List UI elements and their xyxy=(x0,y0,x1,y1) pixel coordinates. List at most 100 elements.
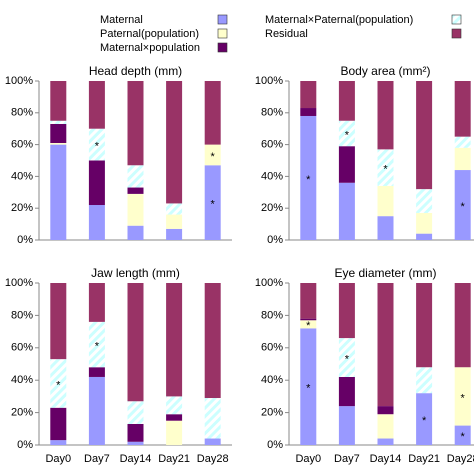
y-tick-label: 80% xyxy=(11,309,33,321)
bar-segment xyxy=(88,376,105,445)
legend-swatch xyxy=(217,28,228,39)
legend-swatch xyxy=(217,42,228,53)
chart-title: Eye diameter (mm) xyxy=(334,266,436,280)
legend-label: Paternal(population) xyxy=(100,28,199,40)
bar-segment xyxy=(454,367,471,426)
bar-segment xyxy=(300,115,317,240)
significance-marker: * xyxy=(211,151,216,163)
significance-marker: * xyxy=(306,174,311,186)
legend-swatch xyxy=(451,28,462,39)
significance-marker: * xyxy=(56,379,61,391)
significance-marker: * xyxy=(95,340,100,352)
bar-segment xyxy=(377,216,394,240)
bar-segment xyxy=(50,440,67,445)
y-tick-label: 40% xyxy=(261,170,283,182)
bar-segment xyxy=(377,81,394,150)
x-tick-label: Day28 xyxy=(447,453,474,465)
bar-segment xyxy=(204,165,221,240)
significance-marker: * xyxy=(211,199,216,211)
y-tick-label: 40% xyxy=(261,374,283,386)
bar-segment xyxy=(454,283,471,368)
bar-segment xyxy=(50,120,67,124)
chart-title: Body area (mm²) xyxy=(340,64,430,78)
bar-segment xyxy=(204,438,221,445)
x-tick-label: Day14 xyxy=(370,453,402,465)
bar-segment xyxy=(300,320,317,329)
bar-segment xyxy=(127,423,144,442)
bar-segment xyxy=(377,406,394,415)
significance-marker: * xyxy=(345,353,350,365)
bar-segment xyxy=(166,203,183,215)
bar-segment xyxy=(338,376,355,407)
bar-segment xyxy=(50,144,67,240)
y-tick-label: 100% xyxy=(255,75,283,87)
significance-marker: * xyxy=(345,129,350,141)
legend-label: Maternal×Paternal(population) xyxy=(265,14,413,26)
legend-label: Maternal×population xyxy=(100,42,200,54)
bar-segment xyxy=(166,81,183,204)
bar-segment xyxy=(377,438,394,445)
x-tick-label: Day0 xyxy=(295,453,321,465)
bar-segment xyxy=(127,187,144,194)
significance-marker: * xyxy=(95,141,100,153)
legend-label: Maternal xyxy=(100,14,143,26)
x-tick-label: Day0 xyxy=(45,453,71,465)
bar-segment xyxy=(204,144,221,166)
bar-segment xyxy=(454,81,471,137)
chart-title: Head depth (mm) xyxy=(89,64,182,78)
bar-segment xyxy=(88,321,105,368)
bar-segment xyxy=(127,165,144,188)
bar-segment xyxy=(338,81,355,121)
y-tick-label: 40% xyxy=(11,170,33,182)
bar-segment xyxy=(127,283,144,402)
y-tick-label: 60% xyxy=(261,139,283,151)
bar-segment xyxy=(454,170,471,240)
y-tick-label: 0% xyxy=(17,439,33,451)
significance-marker: * xyxy=(461,392,466,404)
bar-segment xyxy=(50,407,67,441)
significance-marker: * xyxy=(461,201,466,213)
y-tick-label: 40% xyxy=(11,374,33,386)
bar-segment xyxy=(416,189,433,213)
bar-segment xyxy=(88,367,105,377)
y-tick-label: 60% xyxy=(11,342,33,354)
bar-segment xyxy=(338,120,355,147)
bar-segment xyxy=(300,283,317,319)
bar-segment xyxy=(454,425,471,445)
bar-segment xyxy=(204,398,221,439)
bar-segment xyxy=(300,318,317,321)
x-tick-label: Day21 xyxy=(158,453,190,465)
bar-segment xyxy=(377,283,394,407)
bar-segment xyxy=(166,396,183,415)
significance-marker: * xyxy=(306,320,311,332)
bar-segment xyxy=(416,283,433,368)
bar-segment xyxy=(338,406,355,445)
bar-segment xyxy=(127,81,144,166)
bar-segment xyxy=(300,328,317,445)
bar-segment xyxy=(416,233,433,240)
bar-segment xyxy=(338,338,355,377)
bar-segment xyxy=(88,128,105,161)
x-tick-label: Day21 xyxy=(408,453,440,465)
bar-segment xyxy=(416,81,433,190)
bar-segment xyxy=(50,81,67,121)
x-tick-label: Day7 xyxy=(334,453,360,465)
y-tick-label: 60% xyxy=(11,139,33,151)
x-tick-label: Day7 xyxy=(84,453,110,465)
bar-segment xyxy=(50,359,67,408)
y-tick-label: 0% xyxy=(267,439,283,451)
bar-segment xyxy=(127,441,144,445)
bar-segment xyxy=(377,185,394,217)
bar-segment xyxy=(204,81,221,145)
significance-marker: * xyxy=(306,383,311,395)
bar-segment xyxy=(416,212,433,234)
bar-segment xyxy=(127,193,144,226)
bar-segment xyxy=(166,228,183,240)
bar-segment xyxy=(50,143,67,145)
y-tick-label: 0% xyxy=(267,234,283,246)
y-tick-label: 80% xyxy=(261,107,283,119)
chart-title: Jaw length (mm) xyxy=(91,266,180,280)
bar-segment xyxy=(338,182,355,240)
significance-marker: * xyxy=(422,415,427,427)
